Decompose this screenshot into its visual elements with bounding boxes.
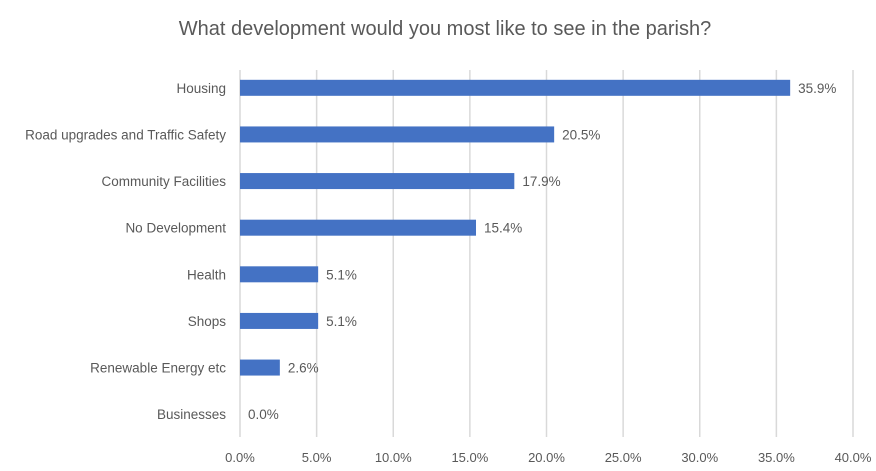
- data-label: 15.4%: [484, 221, 522, 236]
- x-tick-label: 35.0%: [758, 450, 795, 465]
- x-tick-label: 20.0%: [528, 450, 565, 465]
- y-category-label: No Development: [125, 221, 226, 236]
- y-category-label: Road upgrades and Traffic Safety: [25, 127, 226, 142]
- x-tick-label: 25.0%: [605, 450, 642, 465]
- bar: [240, 359, 280, 376]
- x-tick-label: 10.0%: [375, 450, 412, 465]
- y-category-label: Housing: [176, 81, 226, 96]
- data-label: 5.1%: [326, 314, 357, 329]
- data-label: 5.1%: [326, 267, 357, 282]
- bar: [240, 219, 477, 236]
- data-label: 0.0%: [248, 407, 279, 422]
- bar: [240, 79, 791, 96]
- data-label: 20.5%: [562, 127, 600, 142]
- x-tick-label: 30.0%: [681, 450, 718, 465]
- data-label: 2.6%: [288, 361, 319, 376]
- data-label: 17.9%: [522, 174, 560, 189]
- y-category-label: Shops: [188, 314, 227, 329]
- chart-title: What development would you most like to …: [179, 18, 712, 40]
- bar: [240, 173, 515, 190]
- x-tick-label: 15.0%: [451, 450, 488, 465]
- y-category-label: Community Facilities: [101, 174, 226, 189]
- y-category-label: Renewable Energy etc: [90, 361, 226, 376]
- x-tick-label: 40.0%: [835, 450, 872, 465]
- bar: [240, 126, 555, 143]
- y-category-label: Health: [187, 267, 226, 282]
- x-tick-label: 0.0%: [225, 450, 255, 465]
- y-category-label: Businesses: [157, 407, 226, 422]
- bar: [240, 266, 319, 283]
- data-label: 35.9%: [798, 81, 836, 96]
- x-tick-label: 5.0%: [302, 450, 332, 465]
- bar: [240, 312, 319, 329]
